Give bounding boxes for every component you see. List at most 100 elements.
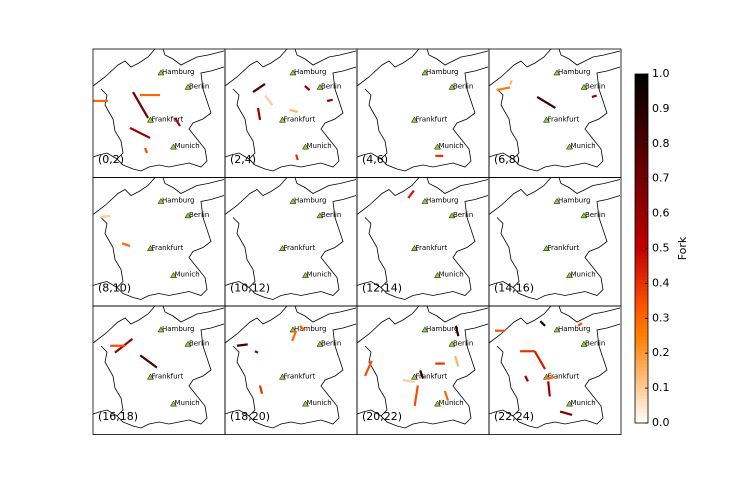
flow-segment (304, 85, 311, 91)
colorbar-tick-label: 0.8 (652, 137, 670, 150)
colorbar-tick-label: 0.0 (652, 416, 670, 429)
city-marker (543, 245, 550, 252)
map-panel: Hamburg Berlin Frankfurt Munich (10,12) (224, 177, 358, 307)
city-marker (316, 212, 324, 219)
city-label: Berlin (321, 211, 341, 219)
colorbar-step (635, 339, 648, 344)
colorbar-step (635, 182, 648, 187)
city-marker (157, 326, 165, 333)
colorbar-step (635, 255, 648, 260)
colorbar-step (635, 105, 648, 110)
map-panel: Hamburg Berlin Frankfurt Munich (0,2) (92, 48, 226, 178)
flow-segment (454, 355, 460, 367)
panel-label: (6,8) (494, 153, 520, 166)
flow-segment (143, 147, 149, 154)
city-marker (580, 83, 588, 90)
flow-segment (121, 242, 131, 248)
map-panel: Hamburg Berlin Frankfurt Munich (12,14) (356, 177, 490, 307)
flow-segment (533, 350, 547, 370)
colorbar-step (635, 363, 648, 368)
city-label: Munich (175, 399, 200, 407)
map-content: Hamburg Berlin Frankfurt Munich (225, 177, 357, 300)
city-label: Berlin (585, 82, 605, 90)
city-label: Hamburg (426, 197, 458, 205)
colorbar-step (635, 293, 648, 298)
panel-label: (16,18) (98, 410, 138, 423)
city-label: Frankfurt (547, 372, 579, 380)
city-label: Hamburg (558, 68, 590, 76)
city-label: Berlin (189, 211, 209, 219)
colorbar-step (635, 213, 648, 218)
city-label: Munich (439, 142, 464, 150)
colorbar-step (635, 185, 648, 190)
city-label: Frankfurt (283, 372, 315, 380)
colorbar-step (635, 133, 648, 138)
flow-segment (547, 381, 551, 397)
city-label: Hamburg (426, 68, 458, 76)
map-content: Hamburg Berlin Frankfurt Munich (357, 49, 489, 172)
city-label: Berlin (585, 339, 605, 347)
city-marker (448, 212, 456, 219)
panel-label: (18,20) (230, 410, 270, 423)
city-marker (184, 340, 192, 347)
colorbar-step (635, 367, 648, 372)
colorbar-step (635, 234, 648, 239)
flow-segment (402, 378, 415, 384)
colorbar-step (635, 241, 648, 246)
colorbar-step (635, 262, 648, 267)
colorbar-step (635, 77, 648, 82)
colorbar-step (635, 342, 648, 347)
flow-segment (496, 86, 511, 92)
map-panel: Hamburg Berlin Frankfurt Munich (14,16) (488, 177, 622, 307)
colorbar-step (635, 349, 648, 354)
city-marker (421, 198, 429, 204)
city-marker (434, 400, 441, 407)
city-label: Frankfurt (415, 372, 447, 380)
city-label: Frankfurt (283, 244, 315, 252)
colorbar-step (635, 94, 648, 99)
city-label: Hamburg (162, 325, 194, 333)
colorbar-step (635, 283, 648, 288)
city-label: Munich (571, 399, 596, 407)
flow-segment (509, 80, 513, 86)
colorbar-step (635, 412, 648, 417)
colorbar-label: Fork (676, 236, 689, 260)
colorbar-step (635, 157, 648, 162)
colorbar-step (635, 325, 648, 330)
city-label: Munich (307, 271, 332, 279)
map-content: Hamburg Berlin Frankfurt Munich (93, 306, 225, 429)
colorbar-step (635, 409, 648, 414)
colorbar-step (635, 231, 648, 236)
city-marker (184, 212, 192, 219)
flow-segment (291, 330, 298, 342)
panel-label: (8,10) (98, 282, 131, 295)
colorbar: 0.0 0.1 0.2 0.3 0.4 0.5 0.6 0.7 0.8 0.9 1.0 Fork (634, 67, 689, 429)
colorbar-step (635, 178, 648, 183)
colorbar-step (635, 227, 648, 232)
colorbar-tick-label: 0.2 (652, 346, 670, 359)
colorbar-tick-label: 0.6 (652, 207, 670, 220)
colorbar-step (635, 346, 648, 351)
city-label: Frankfurt (415, 115, 447, 123)
city-marker (279, 373, 286, 380)
city-label: Munich (439, 271, 464, 279)
map-panel: Hamburg Berlin Frankfurt Munich (6,8) (488, 48, 622, 178)
colorbar-step (635, 101, 648, 106)
city-marker (289, 326, 297, 333)
colorbar-step (635, 297, 648, 302)
city-marker (421, 326, 429, 333)
city-label: Hamburg (294, 197, 326, 205)
colorbar-step (635, 402, 648, 407)
colorbar-step (635, 381, 648, 386)
colorbar-step (635, 265, 648, 270)
city-marker (553, 198, 561, 204)
colorbar-step (635, 356, 648, 361)
colorbar-step (635, 286, 648, 291)
city-marker (316, 340, 324, 347)
flow-segment (524, 375, 529, 382)
city-marker (157, 69, 165, 76)
flow-segment (539, 320, 546, 327)
colorbar-step (635, 171, 648, 176)
